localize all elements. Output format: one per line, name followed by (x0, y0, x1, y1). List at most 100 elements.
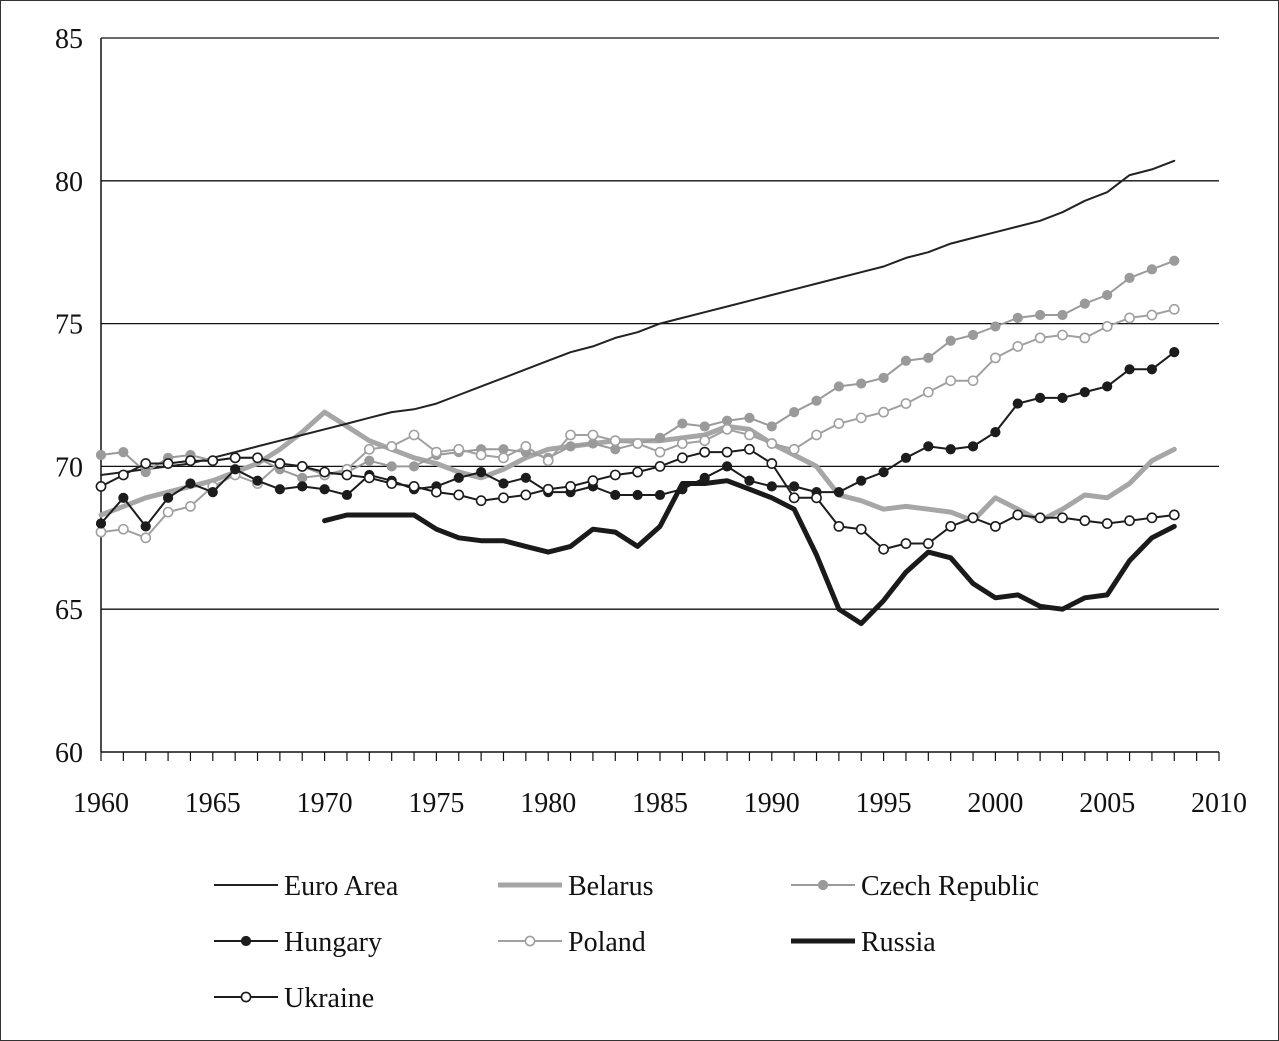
y-tick-label: 80 (55, 167, 83, 198)
data-point (1146, 264, 1158, 275)
data-point (476, 467, 487, 478)
data-point (95, 518, 107, 529)
data-point (430, 446, 442, 458)
data-point (676, 452, 688, 464)
data-point (565, 441, 576, 452)
data-point (654, 432, 666, 443)
data-point (1034, 512, 1046, 524)
data-point (811, 492, 822, 504)
data-point (990, 352, 1001, 364)
data-point (967, 329, 979, 341)
data-point (1146, 364, 1158, 375)
data-point (118, 447, 129, 458)
x-tick-label: 2010 (1191, 788, 1247, 819)
series-hungary (95, 347, 1180, 532)
data-point (1169, 347, 1180, 358)
data-point (766, 421, 777, 432)
x-tick-label: 1960 (73, 788, 129, 819)
data-point (1124, 515, 1135, 527)
series-ukraine (95, 443, 1180, 555)
axes (100, 38, 1220, 761)
data-point (833, 487, 844, 498)
data-point (654, 446, 666, 458)
data-point (430, 486, 442, 498)
data-point (1057, 392, 1068, 403)
x-tick-label: 1970 (297, 788, 353, 819)
legend: Euro Area Belarus Czech Republic Hungary Pol… (214, 871, 1039, 1014)
data-point (542, 483, 554, 495)
data-point (140, 458, 152, 469)
series-russia (322, 478, 1177, 626)
data-point (967, 512, 979, 524)
data-point (923, 352, 934, 363)
data-point (565, 429, 576, 441)
data-point (341, 469, 353, 481)
x-tick-labels: 1960 1965 1970 1975 1980 1985 1990 1995 2000 2005… (73, 788, 1247, 819)
legend-item: Poland (498, 927, 646, 958)
data-point (140, 521, 151, 532)
data-point (766, 458, 778, 469)
data-point (990, 427, 1001, 438)
data-point (744, 443, 755, 455)
data-point (498, 452, 509, 464)
data-point (990, 520, 1001, 532)
data-point (945, 520, 957, 532)
data-point (990, 321, 1001, 332)
data-point (654, 489, 666, 501)
data-point (699, 421, 710, 432)
data-point (721, 461, 733, 472)
data-point (1101, 518, 1113, 529)
data-point (162, 458, 174, 469)
data-point (453, 489, 465, 501)
data-point (1124, 364, 1135, 375)
data-point (565, 480, 576, 492)
x-tick-label: 1975 (408, 788, 464, 819)
data-point (878, 372, 889, 383)
data-point (95, 526, 107, 538)
data-point (699, 472, 710, 483)
data-point (1079, 515, 1091, 527)
legend-label: Belarus (568, 871, 654, 902)
data-point (95, 480, 107, 492)
x-tick-label: 1965 (185, 788, 241, 819)
data-point (363, 443, 375, 455)
data-point (453, 472, 464, 483)
data-point (297, 481, 308, 492)
data-point (922, 386, 934, 398)
data-point (475, 495, 487, 507)
data-point (676, 438, 688, 449)
legend-label: Czech Republic (861, 871, 1039, 902)
y-tick-label: 60 (55, 738, 83, 769)
data-point (185, 455, 196, 467)
data-point (1146, 309, 1158, 321)
data-point (967, 441, 979, 452)
data-point (900, 538, 912, 549)
data-point (408, 429, 420, 441)
data-point (386, 461, 397, 472)
data-point (520, 441, 532, 452)
legend-item: Hungary (214, 927, 382, 958)
data-point (1169, 255, 1180, 266)
data-point (766, 438, 778, 449)
legend-item: Czech Republic (791, 871, 1039, 902)
data-point (856, 475, 867, 486)
data-point (1012, 509, 1024, 521)
data-point (1035, 392, 1046, 403)
legend-marker (524, 935, 536, 947)
data-point (945, 375, 957, 387)
data-point (609, 435, 621, 447)
data-point (408, 480, 420, 492)
data-point (1079, 298, 1090, 309)
data-point (296, 460, 308, 472)
y-tick-label: 85 (55, 24, 83, 55)
data-point (1168, 303, 1180, 315)
data-point (319, 466, 330, 478)
data-point (587, 475, 599, 487)
series-euro-area (100, 159, 1176, 476)
data-point (744, 475, 755, 486)
data-point (498, 478, 509, 489)
data-point (162, 492, 174, 503)
legend-item: Russia (791, 927, 936, 958)
x-tick-label: 2005 (1079, 788, 1135, 819)
